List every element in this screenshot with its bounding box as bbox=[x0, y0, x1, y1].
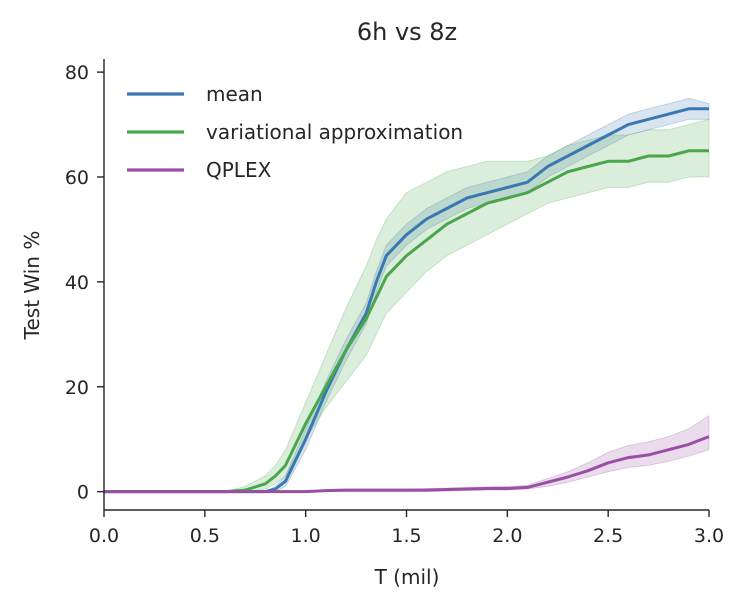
plot-area bbox=[104, 97, 710, 494]
y-tick-label: 0 bbox=[77, 482, 89, 504]
x-tick-label: 1.0 bbox=[291, 525, 321, 547]
y-tick-label: 20 bbox=[65, 377, 89, 399]
line-qplex bbox=[104, 435, 710, 494]
legend-label-mean: mean bbox=[206, 82, 263, 106]
y-tick-label: 40 bbox=[65, 272, 89, 294]
x-tick-label: 1.5 bbox=[391, 525, 421, 547]
series-lines bbox=[104, 107, 710, 494]
y-axis-label: Test Win % bbox=[20, 231, 44, 341]
line-mean bbox=[104, 107, 709, 494]
legend: mean variational approximation QPLEX bbox=[127, 82, 463, 182]
line-variational-approximation bbox=[104, 149, 709, 494]
confidence-bands bbox=[104, 97, 710, 492]
band-variational-approximation bbox=[104, 118, 710, 492]
band-qplex bbox=[104, 414, 710, 492]
legend-label-qplex: QPLEX bbox=[206, 158, 272, 182]
x-tick-label: 0.5 bbox=[190, 525, 220, 547]
x-ticks: 0.0 0.5 1.0 1.5 2.0 2.5 3.0 bbox=[89, 510, 724, 547]
legend-label-variational-approximation: variational approximation bbox=[206, 120, 463, 144]
x-tick-label: 0.0 bbox=[89, 525, 119, 547]
x-tick-label: 2.0 bbox=[492, 525, 522, 547]
x-tick-label: 2.5 bbox=[593, 525, 623, 547]
y-tick-label: 80 bbox=[65, 62, 89, 84]
band-mean bbox=[104, 97, 710, 492]
x-tick-label: 3.0 bbox=[694, 525, 724, 547]
x-axis-label: T (mil) bbox=[374, 565, 440, 589]
chart-title: 6h vs 8z bbox=[357, 18, 457, 46]
y-ticks: 0 20 40 60 80 bbox=[65, 62, 104, 504]
y-tick-label: 60 bbox=[65, 167, 89, 189]
